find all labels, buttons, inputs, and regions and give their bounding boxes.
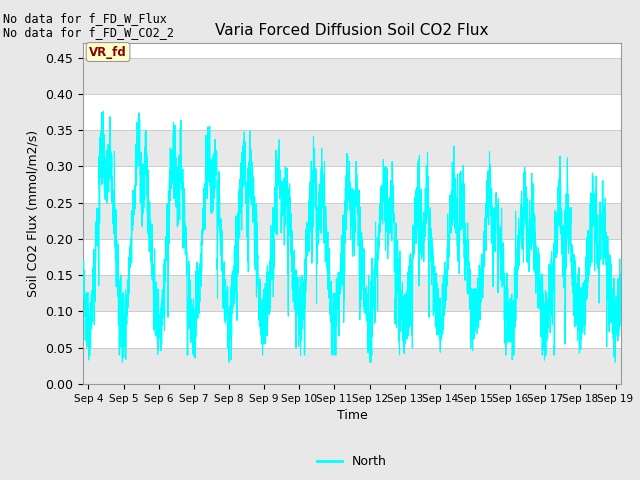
Bar: [83, 348, 621, 384]
Bar: [83, 58, 621, 94]
Bar: [83, 130, 621, 167]
Y-axis label: Soil CO2 Flux (mmol/m2/s): Soil CO2 Flux (mmol/m2/s): [27, 130, 40, 297]
Text: No data for f_FD_W_Flux: No data for f_FD_W_Flux: [3, 12, 167, 25]
Text: No data for f_FD_W_CO2_2: No data for f_FD_W_CO2_2: [3, 26, 174, 39]
Bar: [83, 203, 621, 239]
Bar: [83, 275, 621, 312]
Text: VR_fd: VR_fd: [89, 46, 127, 59]
X-axis label: Time: Time: [337, 409, 367, 422]
Title: Varia Forced Diffusion Soil CO2 Flux: Varia Forced Diffusion Soil CO2 Flux: [215, 23, 489, 38]
Legend: North: North: [312, 450, 392, 473]
